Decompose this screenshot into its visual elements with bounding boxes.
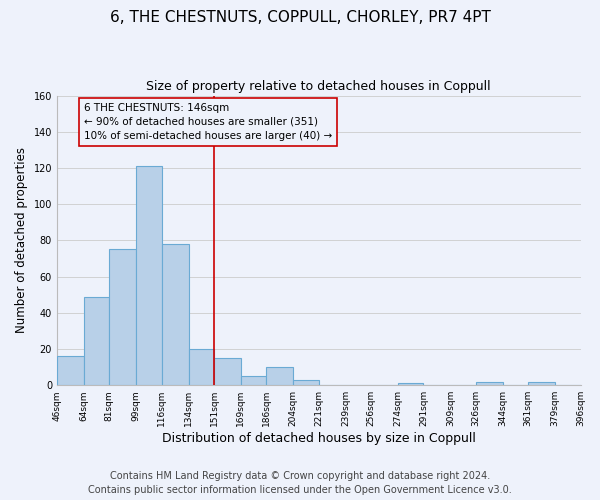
Text: 6, THE CHESTNUTS, COPPULL, CHORLEY, PR7 4PT: 6, THE CHESTNUTS, COPPULL, CHORLEY, PR7 … (110, 10, 490, 25)
Bar (528, 382, 555, 385)
Bar (293, 380, 319, 385)
Y-axis label: Number of detached properties: Number of detached properties (15, 148, 28, 334)
Bar (241, 376, 266, 385)
Text: Contains HM Land Registry data © Crown copyright and database right 2024.
Contai: Contains HM Land Registry data © Crown c… (88, 471, 512, 495)
Bar (476, 382, 503, 385)
Bar (57, 356, 84, 385)
Bar (161, 244, 188, 385)
Text: 6 THE CHESTNUTS: 146sqm
← 90% of detached houses are smaller (351)
10% of semi-d: 6 THE CHESTNUTS: 146sqm ← 90% of detache… (84, 103, 332, 141)
Title: Size of property relative to detached houses in Coppull: Size of property relative to detached ho… (146, 80, 491, 93)
Bar (109, 250, 136, 385)
Bar (136, 166, 161, 385)
X-axis label: Distribution of detached houses by size in Coppull: Distribution of detached houses by size … (162, 432, 476, 445)
Bar (84, 296, 109, 385)
Bar (188, 349, 214, 385)
Bar (266, 367, 293, 385)
Bar (214, 358, 241, 385)
Bar (398, 384, 424, 385)
